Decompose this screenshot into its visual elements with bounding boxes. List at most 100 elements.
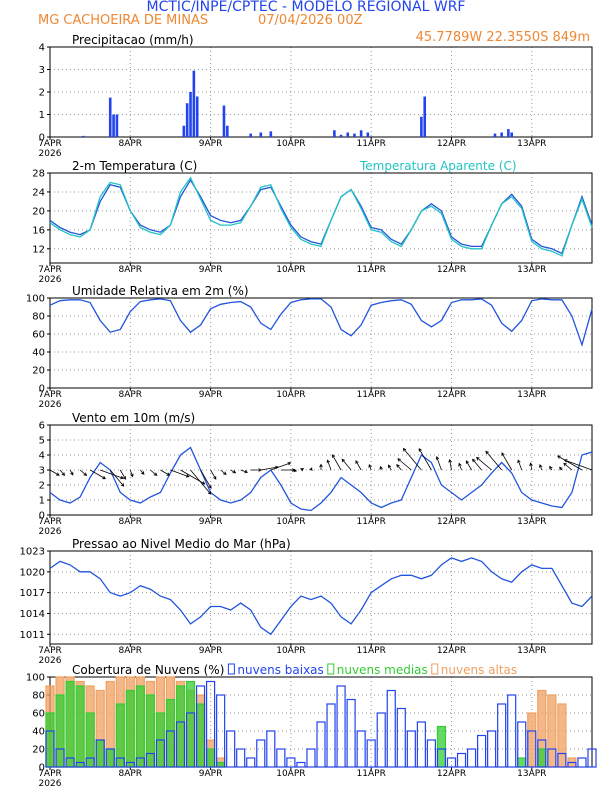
bar <box>112 114 115 137</box>
x-tick-label: 12APR <box>437 769 466 779</box>
wind-arrow <box>355 460 362 471</box>
plot-frame <box>49 172 593 264</box>
cloud-bar <box>125 761 135 768</box>
wind-arrow <box>549 465 553 471</box>
y-tick-label: 16 <box>32 225 45 236</box>
data-line <box>49 176 593 257</box>
wind-arrow <box>331 454 342 471</box>
wind-arrow <box>418 448 432 471</box>
bar <box>226 125 229 137</box>
chart-title: Precipitacao (mm/h) <box>72 33 194 47</box>
legend-label: Temperatura Aparente (C) <box>359 159 517 173</box>
data-line <box>49 178 593 255</box>
wind-arrow <box>230 469 237 474</box>
cloud-bar <box>55 748 65 768</box>
y-tick-label: 20 <box>32 745 45 756</box>
plot-frame <box>49 297 593 389</box>
x-tick-label: 7APR 2026 <box>38 139 62 159</box>
cloud-bar <box>155 739 166 768</box>
wind-arrow <box>435 456 442 471</box>
bar <box>510 132 514 137</box>
wind-arrow <box>69 469 74 476</box>
cloud-bar <box>527 730 537 768</box>
y-tick-label: 100 <box>26 673 45 684</box>
bar <box>493 133 497 137</box>
wind-arrow <box>79 469 88 476</box>
cloud-bar <box>386 689 396 768</box>
y-tick-label: 1 <box>39 110 45 121</box>
bar <box>359 130 363 137</box>
wind-arrow <box>100 469 124 480</box>
wind-arrow <box>379 465 383 471</box>
cloud-bar <box>175 721 186 768</box>
bar <box>259 132 263 137</box>
y-tick-label: 80 <box>32 691 45 702</box>
y-tick-label: 60 <box>32 709 45 720</box>
cloud-bar <box>446 757 457 768</box>
wind-arrow <box>160 469 171 476</box>
bar <box>182 125 186 137</box>
bar <box>339 134 343 137</box>
cloud-bar <box>296 761 306 768</box>
x-tick-label: 13APR <box>517 139 546 149</box>
chart-title: Pressao ao Nivel Medio do Mar (hPa) <box>72 537 291 551</box>
cloud-bar <box>577 757 587 768</box>
bar <box>185 103 189 137</box>
bar <box>507 129 510 137</box>
bar <box>420 116 423 137</box>
legend-swatch <box>327 663 335 675</box>
cloud-bar <box>476 734 487 768</box>
cloud-bar <box>105 748 115 768</box>
wind-arrow <box>200 469 212 489</box>
cloud-bar <box>75 685 85 768</box>
y-tick-label: 4 <box>39 451 45 462</box>
y-tick-label: 20 <box>32 366 45 377</box>
bar <box>353 133 356 137</box>
cloud-bar <box>547 694 557 768</box>
x-tick-label: 10APR <box>276 139 305 149</box>
chart-title: Cobertura de Nuvens (%) <box>72 663 224 677</box>
y-tick-label: 3 <box>39 466 45 477</box>
cloud-bar <box>195 703 206 768</box>
coordinates: 45.7789W 22.3550S 849m <box>416 30 590 45</box>
x-tick-label: 10APR <box>276 769 305 779</box>
y-tick-label: 0 <box>39 133 45 144</box>
wind-arrow <box>250 468 263 472</box>
wind-arrow <box>210 469 217 480</box>
cloud-bar <box>205 748 216 768</box>
y-tick-label: 28 <box>32 169 45 180</box>
wind-arrow <box>397 458 412 471</box>
data-line <box>49 446 593 512</box>
wind-arrow <box>475 456 492 471</box>
y-tick-label: 0 <box>39 511 45 522</box>
x-tick-label: 11APR <box>357 646 386 656</box>
y-tick-label: 1017 <box>20 588 45 599</box>
x-tick-label: 11APR <box>357 139 386 149</box>
x-tick-label: 8APR <box>119 265 143 275</box>
y-tick-label: 1023 <box>20 547 45 558</box>
x-tick-label: 7APR 2026 <box>38 646 62 666</box>
x-tick-label: 11APR <box>357 517 386 527</box>
bar <box>249 133 253 137</box>
cloud-bar <box>95 739 105 768</box>
bar <box>189 92 192 137</box>
bar <box>269 131 273 137</box>
x-tick-label: 9APR <box>199 769 223 779</box>
x-tick-label: 9APR <box>199 139 223 149</box>
cloud-bar <box>346 698 356 768</box>
cloud-bar <box>537 748 547 768</box>
bar <box>192 70 196 137</box>
cloud-bar <box>205 680 216 768</box>
cloud-bar <box>45 730 55 768</box>
cloud-bar <box>326 703 336 768</box>
cloud-bar <box>165 698 176 768</box>
legend-label: nuvens medias <box>337 663 428 677</box>
y-tick-label: 0 <box>39 763 45 774</box>
x-tick-label: 7APR 2026 <box>38 769 62 789</box>
wind-arrow <box>448 458 452 471</box>
data-line <box>49 298 593 347</box>
bar <box>108 97 112 137</box>
cloud-bar <box>557 703 567 768</box>
x-tick-label: 9APR <box>199 265 223 275</box>
